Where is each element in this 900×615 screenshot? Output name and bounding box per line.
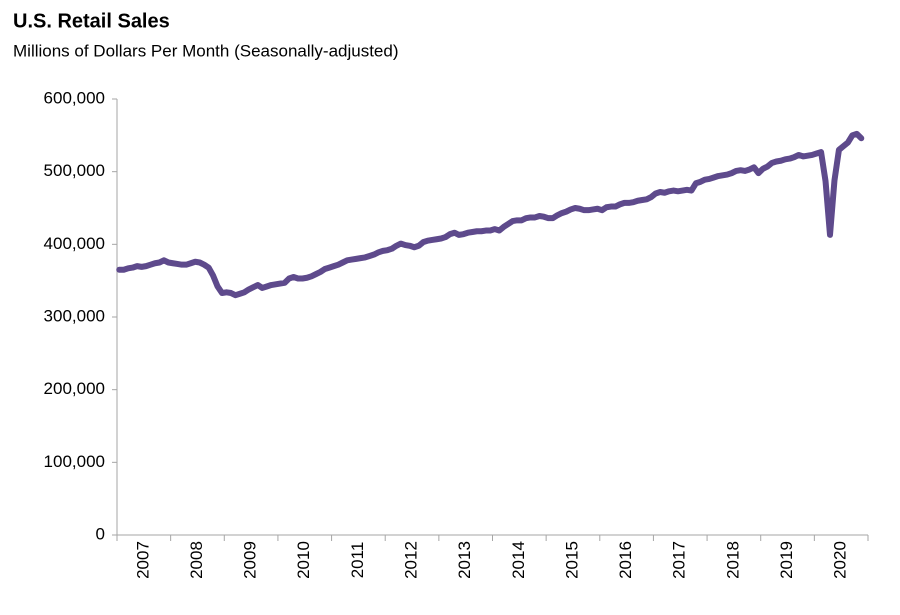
y-tick-label: 600,000 [44,88,105,107]
x-tick-label: 2009 [241,541,260,579]
x-tick-label: 2016 [616,541,635,579]
x-tick-label: 2008 [187,541,206,579]
x-tick-label: 2019 [777,541,796,579]
x-tick-label: 2010 [294,541,313,579]
x-tick-label: 2018 [723,541,742,579]
x-tick-label: 2017 [670,541,689,579]
data-line [116,130,865,299]
y-tick-label: 200,000 [44,379,105,398]
y-tick-label: 0 [96,524,105,543]
chart-title: U.S. Retail Sales [13,10,170,32]
y-tick-label: 400,000 [44,234,105,253]
x-tick-label: 2013 [455,541,474,579]
chart-subtitle: Millions of Dollars Per Month (Seasonall… [13,41,399,60]
x-tick-label: 2012 [402,541,421,579]
x-tick-label: 2020 [831,541,850,579]
y-tick-label: 300,000 [44,306,105,325]
x-tick-label: 2011 [348,542,367,579]
x-tick-label: 2015 [562,541,581,579]
x-tick-label: 2014 [509,541,528,579]
y-tick-label: 100,000 [44,452,105,471]
x-tick-label: 2007 [133,541,152,579]
y-tick-label: 500,000 [44,161,105,180]
